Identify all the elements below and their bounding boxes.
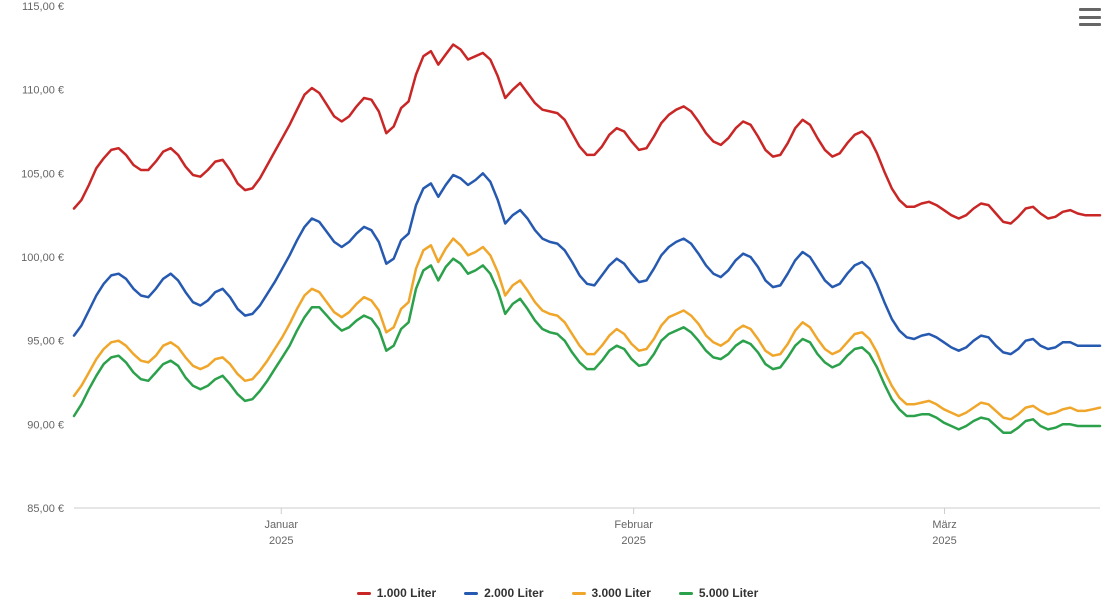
- svg-text:März: März: [932, 519, 956, 531]
- legend-label: 1.000 Liter: [377, 586, 436, 600]
- legend-item-1-000-liter[interactable]: 1.000 Liter: [357, 586, 436, 600]
- svg-text:Januar: Januar: [264, 519, 298, 531]
- series-3-000-liter: [74, 239, 1100, 420]
- svg-text:110,00 €: 110,00 €: [22, 85, 64, 97]
- svg-text:100,00 €: 100,00 €: [21, 252, 64, 264]
- svg-text:2025: 2025: [621, 535, 645, 547]
- svg-text:115,00 €: 115,00 €: [22, 1, 64, 13]
- svg-text:95,00 €: 95,00 €: [27, 336, 64, 348]
- legend-item-3-000-liter[interactable]: 3.000 Liter: [572, 586, 651, 600]
- legend-label: 3.000 Liter: [592, 586, 651, 600]
- legend-label: 5.000 Liter: [699, 586, 758, 600]
- legend-swatch: [357, 592, 371, 595]
- legend-swatch: [464, 592, 478, 595]
- legend-label: 2.000 Liter: [484, 586, 543, 600]
- legend-item-5-000-liter[interactable]: 5.000 Liter: [679, 586, 758, 600]
- legend-swatch: [679, 592, 693, 595]
- legend: 1.000 Liter 2.000 Liter 3.000 Liter 5.000 L…: [0, 586, 1115, 600]
- chart-menu-button[interactable]: [1079, 8, 1101, 26]
- legend-swatch: [572, 592, 586, 595]
- svg-text:85,00 €: 85,00 €: [27, 503, 64, 515]
- svg-text:2025: 2025: [269, 535, 293, 547]
- svg-text:90,00 €: 90,00 €: [27, 419, 64, 431]
- legend-item-2-000-liter[interactable]: 2.000 Liter: [464, 586, 543, 600]
- series-2-000-liter: [74, 173, 1100, 354]
- price-chart: 85,00 € 90,00 € 95,00 € 100,00 € 105,00 € 110…: [0, 0, 1115, 608]
- svg-text:Februar: Februar: [614, 519, 653, 531]
- svg-text:105,00 €: 105,00 €: [21, 168, 64, 180]
- series-1-000-liter: [74, 45, 1100, 224]
- svg-text:2025: 2025: [932, 535, 956, 547]
